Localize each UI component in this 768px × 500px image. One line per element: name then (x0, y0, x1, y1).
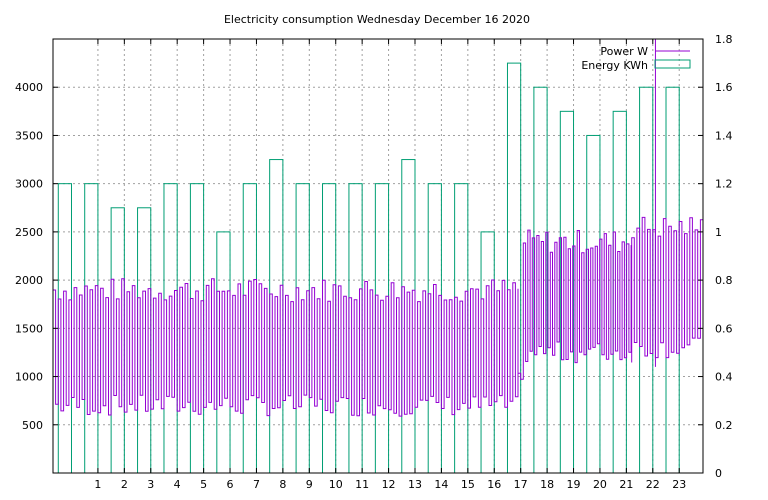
energy-bar (84, 183, 99, 474)
y-right-tick-label: 1.2 (715, 178, 733, 191)
x-tick-label: 9 (306, 478, 313, 491)
x-tick-label: 6 (227, 478, 234, 491)
x-tick-label: 2 (121, 478, 128, 491)
x-tick-label: 22 (646, 478, 660, 491)
x-tick-label: 13 (408, 478, 422, 491)
x-tick-label: 14 (434, 478, 448, 491)
y-left-tick-label: 2000 (15, 274, 43, 287)
x-tick-label: 10 (329, 478, 343, 491)
legend-label-power: Power W (600, 45, 648, 58)
y-left-tick-label: 3000 (15, 178, 43, 191)
legend-label-energy: Energy KWh (581, 59, 648, 72)
x-tick-label: 7 (253, 478, 260, 491)
y-right-tick-label: 0.8 (715, 274, 733, 287)
y-left-tick-label: 1500 (15, 322, 43, 335)
y-right-tick-label: 1 (715, 226, 722, 239)
energy-bar (189, 183, 205, 474)
chart-title: Electricity consumption Wednesday Decemb… (224, 13, 530, 26)
energy-bar (269, 159, 284, 474)
energy-bar (639, 86, 654, 474)
x-tick-label: 11 (355, 478, 369, 491)
y-left-tick-label: 1000 (15, 371, 43, 384)
energy-bar (163, 183, 178, 474)
energy-bar (216, 231, 231, 474)
y-left-tick-label: 500 (22, 419, 43, 432)
x-tick-label: 19 (567, 478, 581, 491)
x-tick-label: 8 (279, 478, 286, 491)
y-right-tick-label: 0 (715, 467, 722, 480)
y-right-tick-label: 0.4 (715, 371, 733, 384)
x-tick-label: 4 (174, 478, 181, 491)
x-tick-label: 12 (382, 478, 396, 491)
x-tick-label: 5 (200, 478, 207, 491)
x-tick-label: 15 (461, 478, 475, 491)
x-tick-label: 1 (94, 478, 101, 491)
x-tick-label: 21 (619, 478, 633, 491)
energy-bar (480, 231, 495, 474)
energy-bar (348, 183, 363, 474)
energy-bar (137, 207, 152, 474)
x-tick-label: 23 (672, 478, 686, 491)
energy-bar (559, 110, 575, 474)
axes: 1 2 3 4 5 6 7 8 9 10 11 12 13 14 15 16 17 18 19 20 21 22 23500… (15, 33, 733, 491)
power-line (53, 216, 704, 417)
y-right-tick-label: 0.6 (715, 322, 733, 335)
plot-border (52, 38, 704, 474)
energy-bar (533, 86, 548, 474)
y-left-tick-label: 4000 (15, 81, 43, 94)
x-tick-label: 17 (514, 478, 528, 491)
energy-bar (401, 159, 416, 474)
energy-bar (454, 183, 469, 474)
x-tick-label: 16 (487, 478, 501, 491)
x-tick-label: 18 (540, 478, 554, 491)
x-tick-label: 20 (593, 478, 607, 491)
y-right-tick-label: 1.8 (715, 33, 733, 46)
energy-bar (665, 86, 680, 474)
legend-swatch-energy (654, 59, 691, 69)
energy-bar (110, 207, 125, 474)
y-right-tick-label: 1.6 (715, 81, 733, 94)
y-right-tick-label: 0.2 (715, 419, 733, 432)
energy-bar (506, 62, 522, 474)
power-series (53, 39, 704, 417)
energy-bar (374, 183, 390, 474)
y-right-tick-label: 1.4 (715, 129, 733, 142)
y-left-tick-label: 3500 (15, 129, 43, 142)
y-left-tick-label: 2500 (15, 226, 43, 239)
legend: Power W Energy KWh (581, 45, 691, 72)
x-tick-label: 3 (147, 478, 154, 491)
